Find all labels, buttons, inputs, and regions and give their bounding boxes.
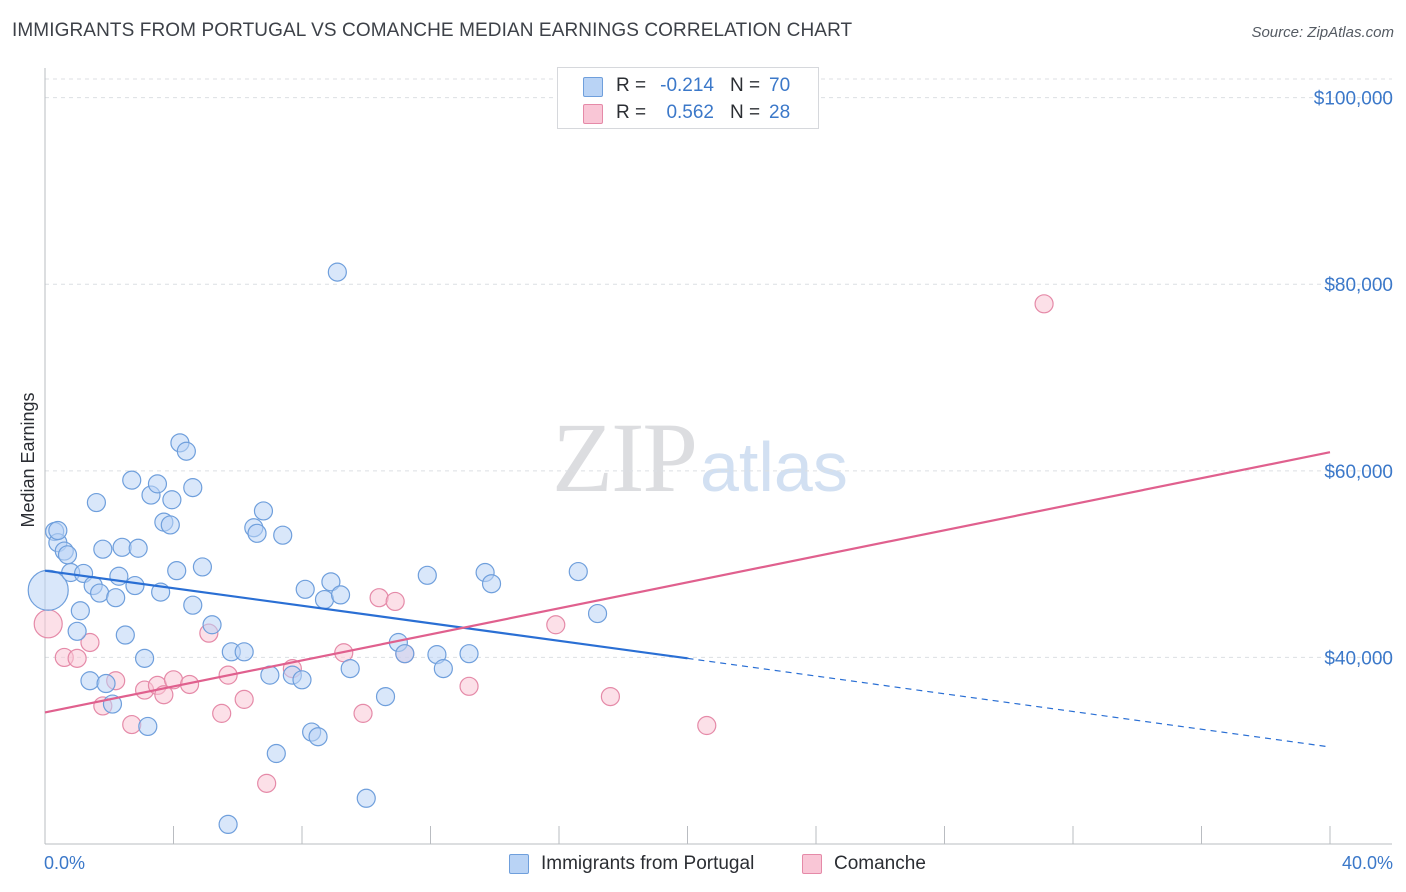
point-portugal <box>321 572 341 592</box>
point-portugal <box>90 583 110 603</box>
point-comanche <box>234 689 254 709</box>
x-tick-label: 40.0% <box>1342 853 1393 873</box>
trend-line-portugal <box>44 569 688 660</box>
point-comanche <box>546 615 566 635</box>
point-portugal <box>134 648 155 668</box>
n-value: 70 <box>769 75 791 96</box>
point-comanche <box>459 676 479 696</box>
point-portugal <box>308 727 328 747</box>
stats-swatch-portugal <box>583 77 603 97</box>
point-portugal <box>218 814 238 835</box>
point-portugal <box>395 644 415 664</box>
point-portugal <box>138 716 158 737</box>
point-portugal <box>162 490 182 510</box>
point-portugal <box>106 588 126 608</box>
chart-title: IMMIGRANTS FROM PORTUGAL VS COMANCHE MED… <box>12 20 853 41</box>
point-portugal <box>80 671 100 691</box>
y-tick-label: $60,000 <box>1324 462 1393 483</box>
point-portugal <box>587 603 608 624</box>
point-portugal <box>183 478 203 498</box>
point-portugal <box>115 625 135 645</box>
point-portugal <box>481 574 502 594</box>
axes <box>44 68 1392 845</box>
point-portugal <box>234 642 254 662</box>
point-portugal <box>314 589 335 610</box>
r-label: R = <box>616 75 647 96</box>
r-value: 0.562 <box>666 102 714 123</box>
point-portugal <box>417 565 437 585</box>
r-value: -0.214 <box>660 75 714 96</box>
point-comanche <box>33 609 63 639</box>
point-comanche <box>697 715 717 736</box>
stats-row-portugal: R = -0.214 N = 70 <box>558 73 820 100</box>
point-portugal <box>70 601 90 621</box>
y-axis-label: Median Earnings <box>18 392 38 527</box>
point-portugal <box>340 659 360 679</box>
point-portugal <box>86 492 107 513</box>
n-value: 28 <box>769 102 791 123</box>
trend-line-comanche <box>44 451 1331 714</box>
point-portugal <box>96 673 116 694</box>
point-portugal <box>183 595 203 615</box>
data-points <box>27 262 1054 835</box>
y-tick-label: $80,000 <box>1324 275 1393 296</box>
point-portugal <box>568 561 588 582</box>
point-portugal <box>122 470 142 490</box>
point-portugal <box>147 474 168 494</box>
legend-label-comanche: Comanche <box>834 853 926 874</box>
point-portugal <box>266 743 286 764</box>
point-comanche <box>257 773 277 793</box>
point-portugal <box>253 501 274 521</box>
point-portugal <box>176 441 196 461</box>
legend-swatch-comanche <box>802 854 822 874</box>
point-portugal <box>93 539 113 559</box>
point-portugal <box>459 644 479 664</box>
point-portugal <box>160 515 180 535</box>
trend-line-portugal-extension <box>687 657 1331 748</box>
point-comanche <box>385 591 405 612</box>
point-comanche <box>600 686 621 707</box>
point-portugal <box>292 670 312 690</box>
n-label: N = <box>730 75 761 96</box>
point-portugal <box>125 575 145 596</box>
chart-source: Source: ZipAtlas.com <box>1251 24 1394 41</box>
point-portugal <box>167 561 187 581</box>
point-portugal <box>247 523 267 543</box>
legend-swatch-portugal <box>509 854 529 874</box>
point-portugal <box>327 262 347 282</box>
point-portugal <box>356 788 376 808</box>
point-portugal <box>330 585 351 605</box>
point-portugal <box>128 538 148 558</box>
y-tick-label: $100,000 <box>1314 89 1393 110</box>
point-portugal <box>67 621 87 641</box>
point-comanche <box>80 632 100 653</box>
point-comanche <box>1034 294 1054 314</box>
axis-labels: $40,000 $60,000 $80,000 $100,000 0.0% 40.0% Me… <box>18 89 1393 873</box>
point-portugal <box>273 525 293 545</box>
point-comanche <box>369 588 389 608</box>
point-portugal <box>192 557 213 577</box>
point-portugal <box>48 520 68 541</box>
point-portugal <box>295 579 315 599</box>
x-tick-label: 0.0% <box>44 853 85 873</box>
y-tick-label: $40,000 <box>1324 648 1393 669</box>
legend-label-portugal: Immigrants from Portugal <box>541 853 755 874</box>
point-comanche <box>212 703 232 723</box>
grid <box>45 78 1392 658</box>
point-portugal <box>202 615 222 635</box>
n-label: N = <box>730 102 761 123</box>
point-portugal <box>57 545 78 565</box>
stats-legend-box: R = -0.214 N = 70 R = 0.562 N = 28 <box>557 67 819 129</box>
point-comanche <box>67 648 87 668</box>
r-label: R = <box>616 102 647 123</box>
point-comanche <box>353 703 373 723</box>
trend-lines <box>44 451 1331 748</box>
point-portugal <box>112 537 132 557</box>
point-portugal <box>375 686 396 707</box>
point-comanche <box>122 714 142 735</box>
stats-row-comanche: R = 0.562 N = 28 <box>558 100 820 127</box>
point-portugal <box>433 659 453 679</box>
stats-swatch-comanche <box>583 104 603 124</box>
